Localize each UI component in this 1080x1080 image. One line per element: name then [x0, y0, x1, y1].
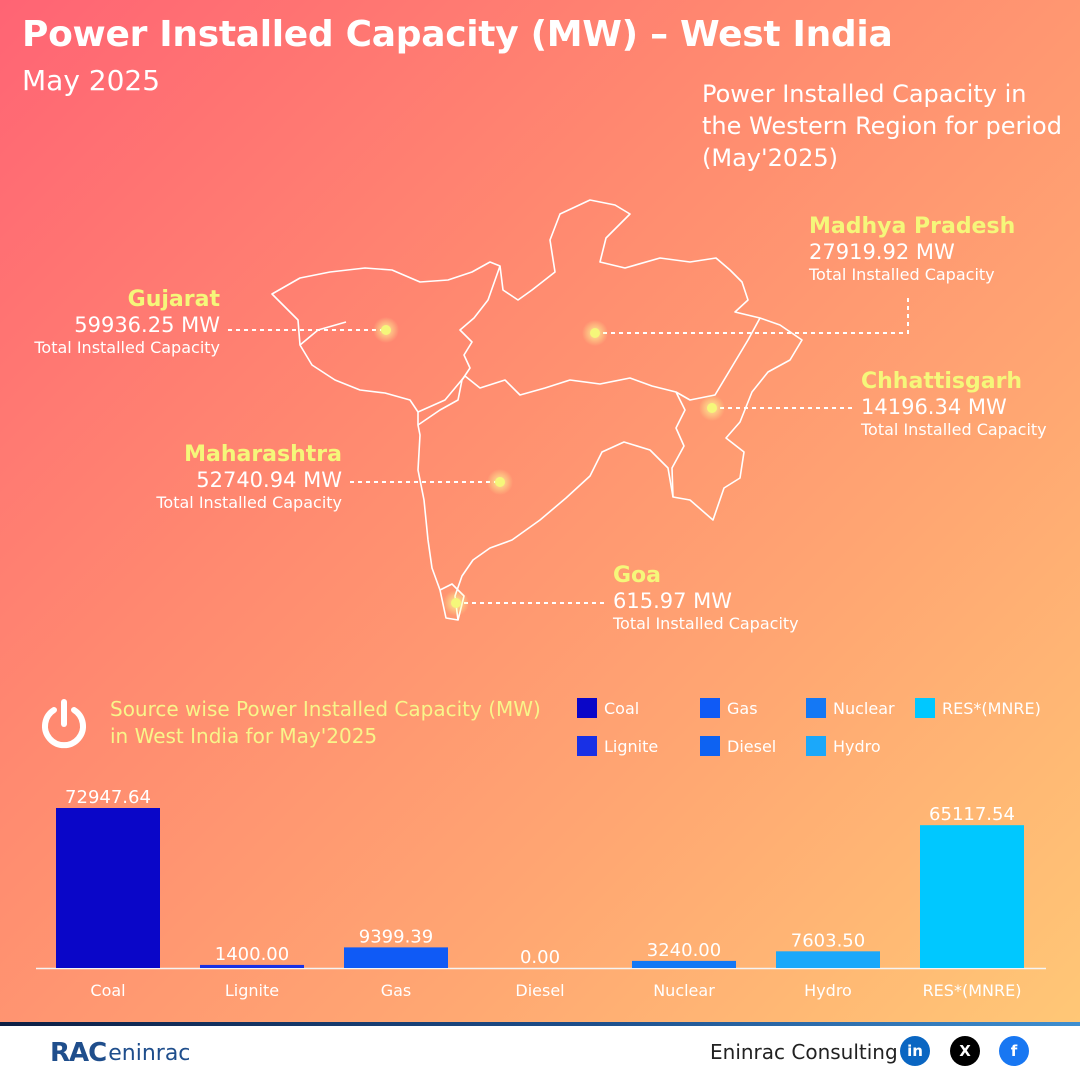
- state-capacity: 615.97 MW: [613, 589, 733, 613]
- bar-lignite: [200, 964, 304, 968]
- bar-value-label: 1400.00: [215, 944, 289, 965]
- legend-swatch: [806, 698, 826, 718]
- legend-swatch: [700, 736, 720, 756]
- state-label-madhya-pradesh: Madhya Pradesh 27919.92 MW Total Install…: [809, 214, 1015, 284]
- state-name: Chhattisgarh: [861, 369, 1023, 394]
- infographic: Power Installed Capacity (MW) – West Ind…: [0, 0, 1080, 1022]
- state-capacity: 59936.25 MW: [74, 313, 220, 337]
- legend-swatch: [577, 736, 597, 756]
- legend-item-lignite: Lignite: [577, 736, 658, 756]
- state-caption: Total Installed Capacity: [34, 338, 220, 357]
- state-capacity: 14196.34 MW: [861, 395, 1007, 419]
- legend-label: Gas: [727, 698, 758, 718]
- brand-name: Eninrac Consulting: [710, 1040, 898, 1064]
- x-tick-label: Gas: [381, 981, 412, 1000]
- west-india-map: [228, 199, 909, 621]
- facebook-icon[interactable]: f: [999, 1036, 1029, 1066]
- bar-coal: [56, 808, 160, 968]
- legend-item-nuclear: Nuclear: [806, 698, 895, 718]
- state-label-gujarat: Gujarat 59936.25 MW Total Installed Capa…: [34, 287, 220, 357]
- footer: RAC eninrac Eninrac Consulting in X f: [0, 1022, 1080, 1080]
- map-mp-maha-border: [417, 317, 761, 413]
- linkedin-icon[interactable]: in: [900, 1036, 930, 1066]
- page-subtitle: May 2025: [22, 64, 161, 97]
- legend-item-hydro: Hydro: [806, 736, 881, 756]
- logo-wordmark: eninrac: [108, 1040, 191, 1066]
- state-capacity: 52740.94 MW: [196, 468, 342, 492]
- legend-swatch: [577, 698, 597, 718]
- intro-text: Power Installed Capacity in the Western …: [702, 80, 1062, 172]
- state-label-maharashtra: Maharashtra 52740.94 MW Total Installed …: [156, 442, 342, 512]
- state-name: Gujarat: [127, 287, 220, 312]
- bar-res-mnre: [920, 825, 1024, 968]
- state-name: Madhya Pradesh: [809, 214, 1016, 239]
- x-tick-label: Nuclear: [653, 981, 715, 1000]
- bar-value-label: 3240.00: [647, 940, 721, 961]
- legend-item-diesel: Diesel: [700, 736, 776, 756]
- legend-swatch: [700, 698, 720, 718]
- bar-hydro: [776, 951, 880, 968]
- map-state-markers: [373, 317, 725, 616]
- bar-value-label: 7603.50: [791, 930, 865, 951]
- legend-label: Nuclear: [833, 698, 895, 718]
- state-label-goa: Goa 615.97 MW Total Installed Capacity: [613, 563, 799, 633]
- source-bar-chart: 72947.64 Coal 1400.00 Lignite 9399.39 Gas 0.00…: [36, 787, 1046, 1000]
- state-name: Maharashtra: [184, 442, 342, 467]
- state-caption: Total Installed Capacity: [156, 493, 342, 512]
- bar-value-label: 65117.54: [929, 804, 1015, 825]
- x-tick-label: Diesel: [515, 981, 564, 1000]
- bar-value-label: 9399.39: [359, 926, 433, 947]
- state-name: Goa: [613, 563, 662, 588]
- x-icon[interactable]: X: [950, 1036, 980, 1066]
- legend-item-coal: Coal: [577, 698, 639, 718]
- power-icon: [42, 699, 86, 749]
- legend-label: Diesel: [727, 736, 777, 756]
- map-chhattisgarh-border: [671, 391, 686, 498]
- map-outline-west-region: [271, 199, 803, 621]
- bar-value-label: 0.00: [520, 947, 560, 968]
- legend-item-gas: Gas: [700, 698, 758, 718]
- bar-nuclear: [632, 960, 736, 968]
- logo-mark: RAC: [50, 1038, 107, 1068]
- map-leader-lines: [228, 296, 909, 604]
- x-tick-label: Lignite: [225, 981, 279, 1000]
- legend-label: Lignite: [604, 736, 659, 756]
- eninrac-logo: RAC eninrac: [50, 1038, 190, 1068]
- legend-swatch: [806, 736, 826, 756]
- page-title: Power Installed Capacity (MW) – West Ind…: [22, 14, 893, 55]
- state-caption: Total Installed Capacity: [809, 265, 995, 284]
- legend-swatch: [915, 698, 935, 718]
- legend-label: RES*(MNRE): [942, 698, 1041, 718]
- state-capacity: 27919.92 MW: [809, 240, 955, 264]
- state-caption: Total Installed Capacity: [613, 614, 799, 633]
- bar-value-label: 72947.64: [65, 787, 151, 808]
- x-tick-label: RES*(MNRE): [923, 981, 1022, 1000]
- state-caption: Total Installed Capacity: [861, 420, 1047, 439]
- source-section-title: Source wise Power Installed Capacity (MW…: [110, 697, 541, 748]
- state-label-chhattisgarh: Chhattisgarh 14196.34 MW Total Installed…: [861, 369, 1047, 439]
- x-tick-label: Hydro: [804, 981, 852, 1000]
- bar-gas: [344, 947, 448, 968]
- x-tick-label: Coal: [90, 981, 125, 1000]
- legend-item-res: RES*(MNRE): [915, 698, 1041, 718]
- legend-label: Coal: [604, 698, 640, 718]
- legend-label: Hydro: [833, 736, 881, 756]
